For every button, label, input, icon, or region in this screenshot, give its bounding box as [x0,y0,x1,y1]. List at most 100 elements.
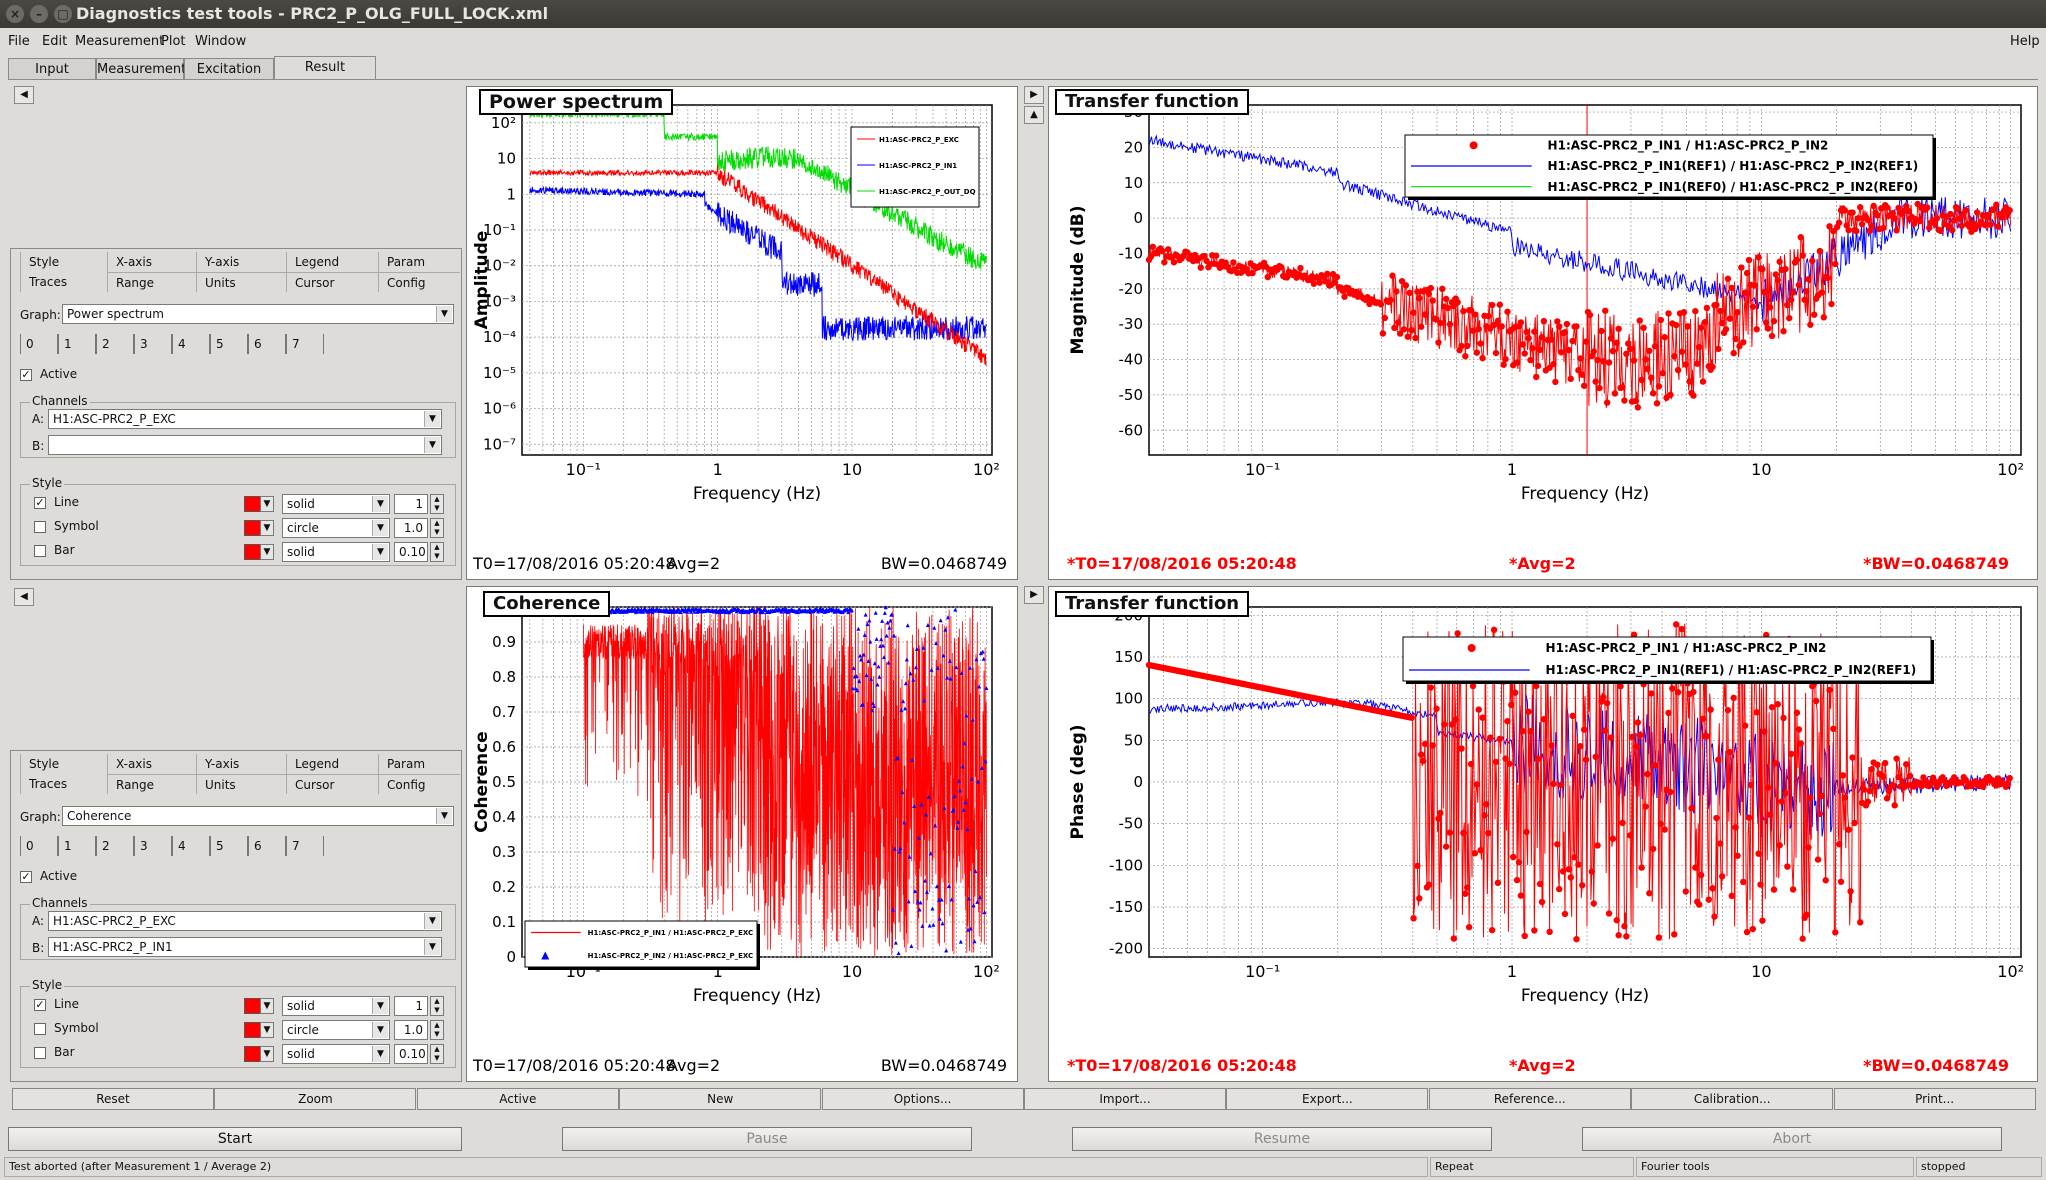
trace-tab-3[interactable]: 3 [134,836,172,856]
subtab-style[interactable]: Style [20,252,107,272]
menu-file[interactable]: File [8,34,30,49]
spinner-arrows-icon[interactable]: ▲ ▼ [430,996,444,1016]
trace-tab-2[interactable]: 2 [96,836,134,856]
channel-a-select[interactable]: H1:ASC-PRC2_P_EXC ▼ [48,911,442,931]
start-button[interactable]: Start [8,1127,462,1151]
trace-tab-0[interactable]: 0 [20,334,58,354]
scroll-right-arrow-icon[interactable]: ▶ [1024,86,1044,104]
active-checkbox[interactable]: ✓ [20,870,32,883]
tab-input[interactable]: Input [8,58,96,80]
power-spectrum-pane[interactable]: 10⁻¹ 1 10 10² 10² 10 1 10⁻¹ 10⁻² 10⁻³ 10⁻⁴ 10⁻⁵ 10⁻⁶… [466,86,1018,580]
trace-tab-0[interactable]: 0 [20,836,58,856]
print-button[interactable]: Print... [1833,1088,2036,1110]
trace-tab-6[interactable]: 6 [248,836,286,856]
subtab-cursor[interactable]: Cursor [286,774,378,794]
minimize-window-icon[interactable]: – [30,5,48,23]
subtab-traces[interactable]: Traces [20,272,107,292]
channel-b-select[interactable]: ▼ [48,435,442,455]
trace-tab-1[interactable]: 1 [58,334,96,354]
trace-tab-2[interactable]: 2 [96,334,134,354]
subtab-config[interactable]: Config [378,774,460,794]
transfer-magnitude-pane[interactable]: 10⁻¹11010²3020100-10-20-30-40-50-60Frequ… [1048,86,2038,580]
trace-tab-7[interactable]: 7 [286,836,324,856]
zoom-button[interactable]: Zoom [214,1088,417,1110]
chevron-down-icon[interactable]: ▼ [260,520,274,536]
subtab-units[interactable]: Units [196,774,286,794]
trace-tab-4[interactable]: 4 [172,334,210,354]
spinner-arrows-icon[interactable]: ▲ ▼ [430,518,444,538]
symbol-checkbox[interactable] [34,521,46,533]
abort-button[interactable]: Abort [1582,1127,2002,1151]
panel-collapse-arrow-icon[interactable]: ◀ [14,588,34,606]
symbol-checkbox[interactable] [34,1023,46,1035]
transfer-magnitude-plot[interactable]: 10⁻¹11010²3020100-10-20-30-40-50-60Frequ… [1049,87,2037,579]
subtab-param[interactable]: Param [378,252,460,272]
power-spectrum-plot[interactable]: 10⁻¹ 1 10 10² 10² 10 1 10⁻¹ 10⁻² 10⁻³ 10⁻⁴ 10⁻⁵ 10⁻⁶… [467,87,1017,579]
scroll-up-arrow-icon[interactable]: ▲ [1024,106,1044,124]
bar-style-select[interactable]: solid ▼ [282,1044,390,1064]
symbol-style-select[interactable]: circle ▼ [282,1020,390,1040]
subtab-param[interactable]: Param [378,754,460,774]
tab-result[interactable]: Result [274,56,376,80]
scroll-right-arrow-icon-2[interactable]: ▶ [1024,586,1044,604]
reference-button[interactable]: Reference... [1428,1088,1631,1110]
transfer-phase-pane[interactable]: 10⁻¹11010²200150100500-50-100-150-200Fre… [1048,586,2038,1082]
symbol-size-input[interactable]: 1.0 [394,1020,428,1040]
menu-edit[interactable]: Edit [42,34,68,49]
subtab-x-axis[interactable]: X-axis [107,754,196,774]
coherence-pane[interactable]: 10⁻¹11010²10.90.80.70.60.50.40.30.20.10F… [466,586,1018,1082]
bar-size-input[interactable]: 0.10 [394,1044,428,1064]
active-checkbox[interactable]: ✓ [20,368,32,381]
line-checkbox[interactable]: ✓ [34,496,46,509]
subtab-x-axis[interactable]: X-axis [107,252,196,272]
trace-tab-4[interactable]: 4 [172,836,210,856]
line-style-select[interactable]: solid ▼ [282,996,390,1016]
bar-size-input[interactable]: 0.10 [394,542,428,562]
subtab-cursor[interactable]: Cursor [286,272,378,292]
calibration-button[interactable]: Calibration... [1631,1088,1834,1110]
trace-tab-3[interactable]: 3 [134,334,172,354]
channel-a-select[interactable]: H1:ASC-PRC2_P_EXC ▼ [48,409,442,429]
panel-collapse-arrow-icon[interactable]: ◀ [14,86,34,104]
import-button[interactable]: Import... [1024,1088,1226,1110]
subtab-legend[interactable]: Legend [286,754,378,774]
subtab-range[interactable]: Range [107,272,196,292]
subtab-traces[interactable]: Traces [20,774,107,794]
tab-measurement[interactable]: Measurement [96,58,186,80]
resume-button[interactable]: Resume [1072,1127,1492,1151]
options-button[interactable]: Options... [821,1088,1024,1110]
export-button[interactable]: Export... [1226,1088,1429,1110]
active-button[interactable]: Active [416,1088,619,1110]
spinner-arrows-icon[interactable]: ▲ ▼ [430,494,444,514]
coherence-plot[interactable]: 10⁻¹11010²10.90.80.70.60.50.40.30.20.10F… [467,587,1017,1081]
graph-select[interactable]: Coherence ▼ [62,806,454,826]
chevron-down-icon[interactable]: ▼ [260,1022,274,1038]
subtab-units[interactable]: Units [196,272,286,292]
close-window-icon[interactable]: × [6,5,24,23]
trace-tab-6[interactable]: 6 [248,334,286,354]
line-checkbox[interactable]: ✓ [34,998,46,1011]
transfer-phase-plot[interactable]: 10⁻¹11010²200150100500-50-100-150-200Fre… [1049,587,2037,1081]
graph-select[interactable]: Power spectrum ▼ [62,304,454,324]
channel-b-select[interactable]: H1:ASC-PRC2_P_IN1 ▼ [48,937,442,957]
maximize-window-icon[interactable]: □ [54,5,72,23]
bar-checkbox[interactable] [34,545,46,557]
subtab-y-axis[interactable]: Y-axis [196,252,286,272]
menu-measurement[interactable]: Measurement [75,34,165,49]
trace-tab-1[interactable]: 1 [58,836,96,856]
symbol-size-input[interactable]: 1.0 [394,518,428,538]
trace-tab-5[interactable]: 5 [210,836,248,856]
line-size-input[interactable]: 1 [394,996,428,1016]
trace-tab-7[interactable]: 7 [286,334,324,354]
spinner-arrows-icon[interactable]: ▲ ▼ [430,542,444,562]
line-size-input[interactable]: 1 [394,494,428,514]
subtab-y-axis[interactable]: Y-axis [196,754,286,774]
menu-plot[interactable]: Plot [161,34,186,49]
chevron-down-icon[interactable]: ▼ [260,544,274,560]
menu-window[interactable]: Window [195,34,247,49]
pause-button[interactable]: Pause [562,1127,972,1151]
chevron-down-icon[interactable]: ▼ [260,998,274,1014]
spinner-arrows-icon[interactable]: ▲ ▼ [430,1044,444,1064]
spinner-arrows-icon[interactable]: ▲ ▼ [430,1020,444,1040]
chevron-down-icon[interactable]: ▼ [260,496,274,512]
